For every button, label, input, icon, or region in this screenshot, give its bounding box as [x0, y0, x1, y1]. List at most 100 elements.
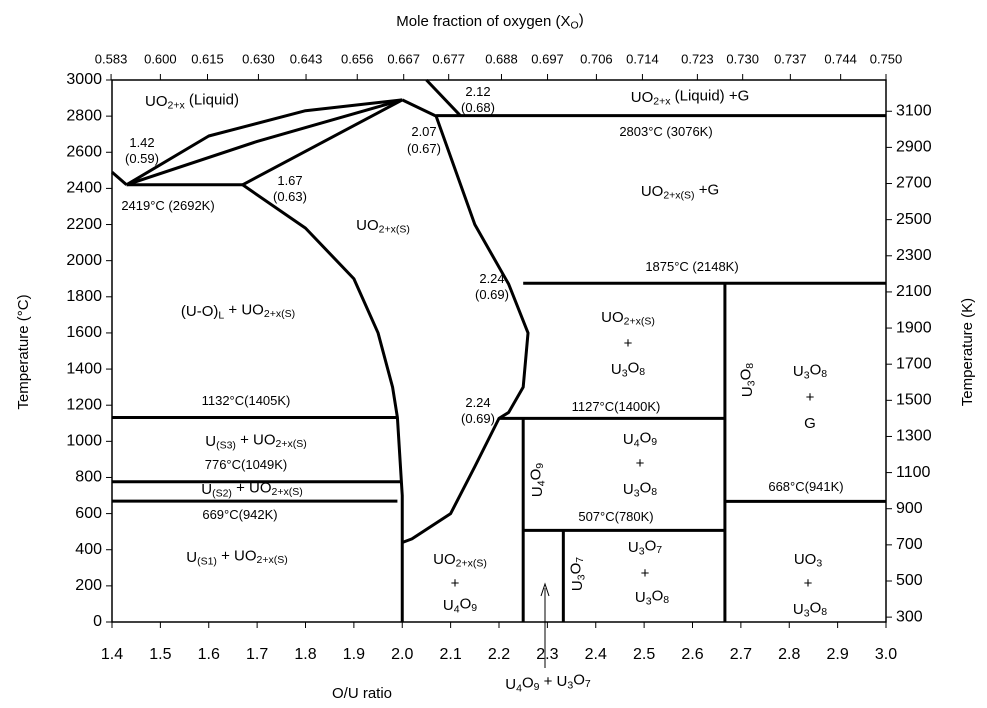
x-tick-label: 2.9	[827, 646, 849, 663]
subscript: 3	[816, 557, 822, 569]
subscript: 3	[575, 574, 587, 580]
text-part: U	[793, 601, 804, 618]
annotation: (0.59)	[125, 151, 159, 166]
y2-tick-label: 1500	[896, 392, 932, 409]
annotation: (0.69)	[461, 411, 495, 426]
x-axis-title: O/U ratio	[332, 685, 392, 702]
x-tick-label: 1.4	[101, 646, 123, 663]
x2-tick-label: 0.706	[580, 51, 613, 66]
y-tick-label: 2200	[66, 216, 102, 233]
y-tick-label: 1800	[66, 288, 102, 305]
text-part: 668°C(941K)	[768, 479, 843, 494]
annotation: 507°C(780K)	[578, 509, 653, 524]
subscript: (S3)	[216, 439, 236, 451]
x-tick-label: 3.0	[875, 646, 897, 663]
annotation: U3O8	[793, 361, 827, 381]
subscript: 3	[622, 367, 628, 379]
text-part: U	[623, 431, 634, 448]
y-tick-label: 2800	[66, 107, 102, 124]
x-tick-label: 1.5	[149, 646, 171, 663]
phase-boundary	[241, 98, 403, 187]
subscript: 2+x(S)	[624, 315, 655, 327]
x2-tick-label: 0.697	[531, 51, 564, 66]
y-tick-label: 1000	[66, 433, 102, 450]
text-part: UO	[356, 217, 379, 234]
text-part: +G	[695, 181, 720, 198]
text-part: (0.59)	[125, 151, 159, 166]
y-axis-title: Temperature (°C)	[15, 294, 32, 409]
text-part: U	[739, 386, 756, 397]
text-part: O	[567, 563, 584, 575]
text-part: Mole fraction of oxygen (X	[396, 13, 570, 30]
subscript: 8	[651, 486, 657, 498]
text-part: U	[793, 363, 804, 380]
annotation: UO2+x(S)	[601, 309, 655, 327]
text-part: U	[628, 539, 639, 556]
chart-title: Mole fraction of oxygen (XO)	[396, 11, 583, 31]
text-part: U	[635, 589, 646, 606]
text-part: O	[652, 587, 664, 604]
text-part: (0.67)	[407, 141, 441, 156]
text-part: 1875°C (2148K)	[645, 259, 738, 274]
x2-tick-label: 0.730	[726, 51, 759, 66]
subscript: 3	[646, 595, 652, 607]
y2-tick-label: 500	[896, 572, 923, 589]
arrow-head	[540, 582, 550, 597]
subscript: 2+x(S)	[663, 189, 694, 201]
text-part: UO	[641, 183, 664, 200]
text-part: UO	[601, 309, 624, 326]
text-part: + U	[539, 673, 567, 690]
x2-tick-label: 0.714	[626, 51, 659, 66]
annotation: U3O7	[567, 557, 587, 591]
annotation: (U-O)L + UO2+x(S)	[181, 301, 295, 321]
text-part: +	[806, 389, 815, 406]
text-part: 2.24	[465, 395, 490, 410]
annotation: U(S1) + UO2+x(S)	[186, 547, 288, 567]
subscript: 8	[639, 366, 645, 378]
subscript: 2+x(S)	[379, 223, 410, 235]
annotation: U4O9	[443, 595, 477, 615]
text-part: O	[527, 469, 544, 481]
subscript: 2+x(S)	[257, 554, 288, 566]
annotation: (0.67)	[407, 141, 441, 156]
text-part: (Liquid) +G	[670, 87, 749, 104]
text-part: + UO	[232, 479, 272, 496]
y-tick-label: 1600	[66, 324, 102, 341]
annotation: U3O8	[611, 359, 645, 379]
text-part: O	[628, 359, 640, 376]
y-tick-label: 3000	[66, 71, 102, 88]
annotation: +	[641, 565, 650, 582]
annotation: U3O8	[793, 599, 827, 619]
annotation: 668°C(941K)	[768, 479, 843, 494]
annotation: +	[624, 335, 633, 352]
y2-tick-label: 300	[896, 608, 923, 625]
annotation: UO2+x (Liquid)	[145, 91, 239, 111]
x-tick-label: 2.8	[778, 646, 800, 663]
subscript: 3	[639, 545, 645, 557]
text-part: UO	[145, 93, 168, 110]
text-part: 1127°C(1400K)	[572, 399, 661, 414]
y2-axis-title: Temperature (K)	[959, 298, 976, 406]
text-part: O	[640, 429, 652, 446]
annotation: 2803°C (3076K)	[619, 124, 712, 139]
subscript: 8	[744, 363, 756, 369]
subscript: 9	[651, 436, 657, 448]
annotation: UO2+x (Liquid) +G	[631, 87, 750, 107]
text-part: 1132°C(1405K)	[202, 393, 291, 408]
y2-tick-label: 2100	[896, 283, 932, 300]
text-part: (U-O)	[181, 303, 219, 320]
text-part: 2.12	[465, 84, 490, 99]
text-part: 1.42	[129, 135, 154, 150]
text-part: G	[804, 415, 816, 432]
annotation: UO2+x(S) +G	[641, 181, 719, 201]
annotation: 2.24	[465, 395, 490, 410]
text-part: UO	[794, 551, 817, 568]
text-part: (0.69)	[475, 287, 509, 302]
text-part: +	[624, 335, 633, 352]
x-tick-label: 2.4	[585, 646, 607, 663]
x2-tick-label: 0.630	[242, 51, 275, 66]
text-part: O/U ratio	[332, 685, 392, 702]
phase-boundary	[126, 98, 403, 187]
subscript: 3	[745, 380, 757, 386]
x-tick-label: 1.8	[294, 646, 316, 663]
